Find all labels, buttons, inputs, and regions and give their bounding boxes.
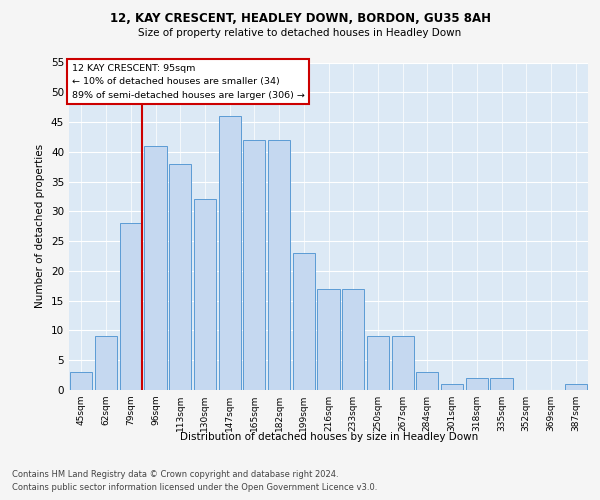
Bar — [70, 372, 92, 390]
Bar — [466, 378, 488, 390]
Bar — [441, 384, 463, 390]
Bar — [169, 164, 191, 390]
Bar — [243, 140, 265, 390]
Bar — [317, 289, 340, 390]
Text: Contains public sector information licensed under the Open Government Licence v3: Contains public sector information licen… — [12, 482, 377, 492]
Bar — [95, 336, 117, 390]
Bar — [293, 253, 315, 390]
Bar — [392, 336, 414, 390]
Text: Distribution of detached houses by size in Headley Down: Distribution of detached houses by size … — [179, 432, 478, 442]
Bar — [119, 224, 142, 390]
Bar — [490, 378, 512, 390]
Bar — [416, 372, 439, 390]
Y-axis label: Number of detached properties: Number of detached properties — [35, 144, 46, 308]
Bar — [565, 384, 587, 390]
Text: 12, KAY CRESCENT, HEADLEY DOWN, BORDON, GU35 8AH: 12, KAY CRESCENT, HEADLEY DOWN, BORDON, … — [110, 12, 491, 26]
Text: Contains HM Land Registry data © Crown copyright and database right 2024.: Contains HM Land Registry data © Crown c… — [12, 470, 338, 479]
Text: 12 KAY CRESCENT: 95sqm
← 10% of detached houses are smaller (34)
89% of semi-det: 12 KAY CRESCENT: 95sqm ← 10% of detached… — [71, 64, 304, 100]
Bar — [218, 116, 241, 390]
Bar — [194, 200, 216, 390]
Bar — [268, 140, 290, 390]
Bar — [342, 289, 364, 390]
Bar — [145, 146, 167, 390]
Bar — [367, 336, 389, 390]
Text: Size of property relative to detached houses in Headley Down: Size of property relative to detached ho… — [139, 28, 461, 38]
